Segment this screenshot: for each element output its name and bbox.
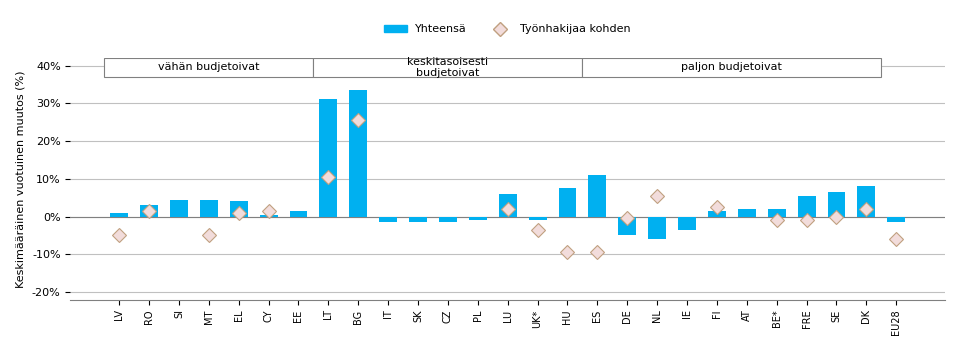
Bar <box>559 188 576 217</box>
Bar <box>468 217 487 220</box>
Bar <box>768 209 785 217</box>
Bar <box>110 213 128 217</box>
Bar <box>170 199 188 217</box>
Bar <box>798 196 816 217</box>
Bar <box>200 199 218 217</box>
Bar <box>708 211 726 217</box>
Bar <box>648 217 666 239</box>
Bar <box>229 202 248 217</box>
Bar <box>349 90 368 217</box>
Bar <box>738 209 756 217</box>
Legend: Yhteensä, Työnhakijaa kohden: Yhteensä, Työnhakijaa kohden <box>380 20 636 39</box>
Bar <box>618 217 636 236</box>
Bar <box>529 217 546 220</box>
FancyBboxPatch shape <box>313 58 583 77</box>
Y-axis label: Keskimääräinen vuotuinen muutos (%): Keskimääräinen vuotuinen muutos (%) <box>15 70 25 288</box>
Bar <box>140 205 158 217</box>
Text: vähän budjetoivat: vähän budjetoivat <box>158 62 259 72</box>
Bar <box>857 186 876 217</box>
Bar <box>379 217 397 222</box>
Bar <box>887 217 905 222</box>
FancyBboxPatch shape <box>105 58 313 77</box>
Bar <box>588 175 607 217</box>
Bar <box>439 217 457 222</box>
Text: keskitasoisesti
budjetoivat: keskitasoisesti budjetoivat <box>407 57 489 78</box>
Bar <box>499 194 516 217</box>
Bar <box>678 217 696 230</box>
FancyBboxPatch shape <box>583 58 881 77</box>
Bar <box>259 215 277 217</box>
Bar <box>409 217 427 222</box>
Bar <box>320 99 337 217</box>
Text: paljon budjetoivat: paljon budjetoivat <box>682 62 782 72</box>
Bar <box>290 211 307 217</box>
Bar <box>828 192 846 217</box>
